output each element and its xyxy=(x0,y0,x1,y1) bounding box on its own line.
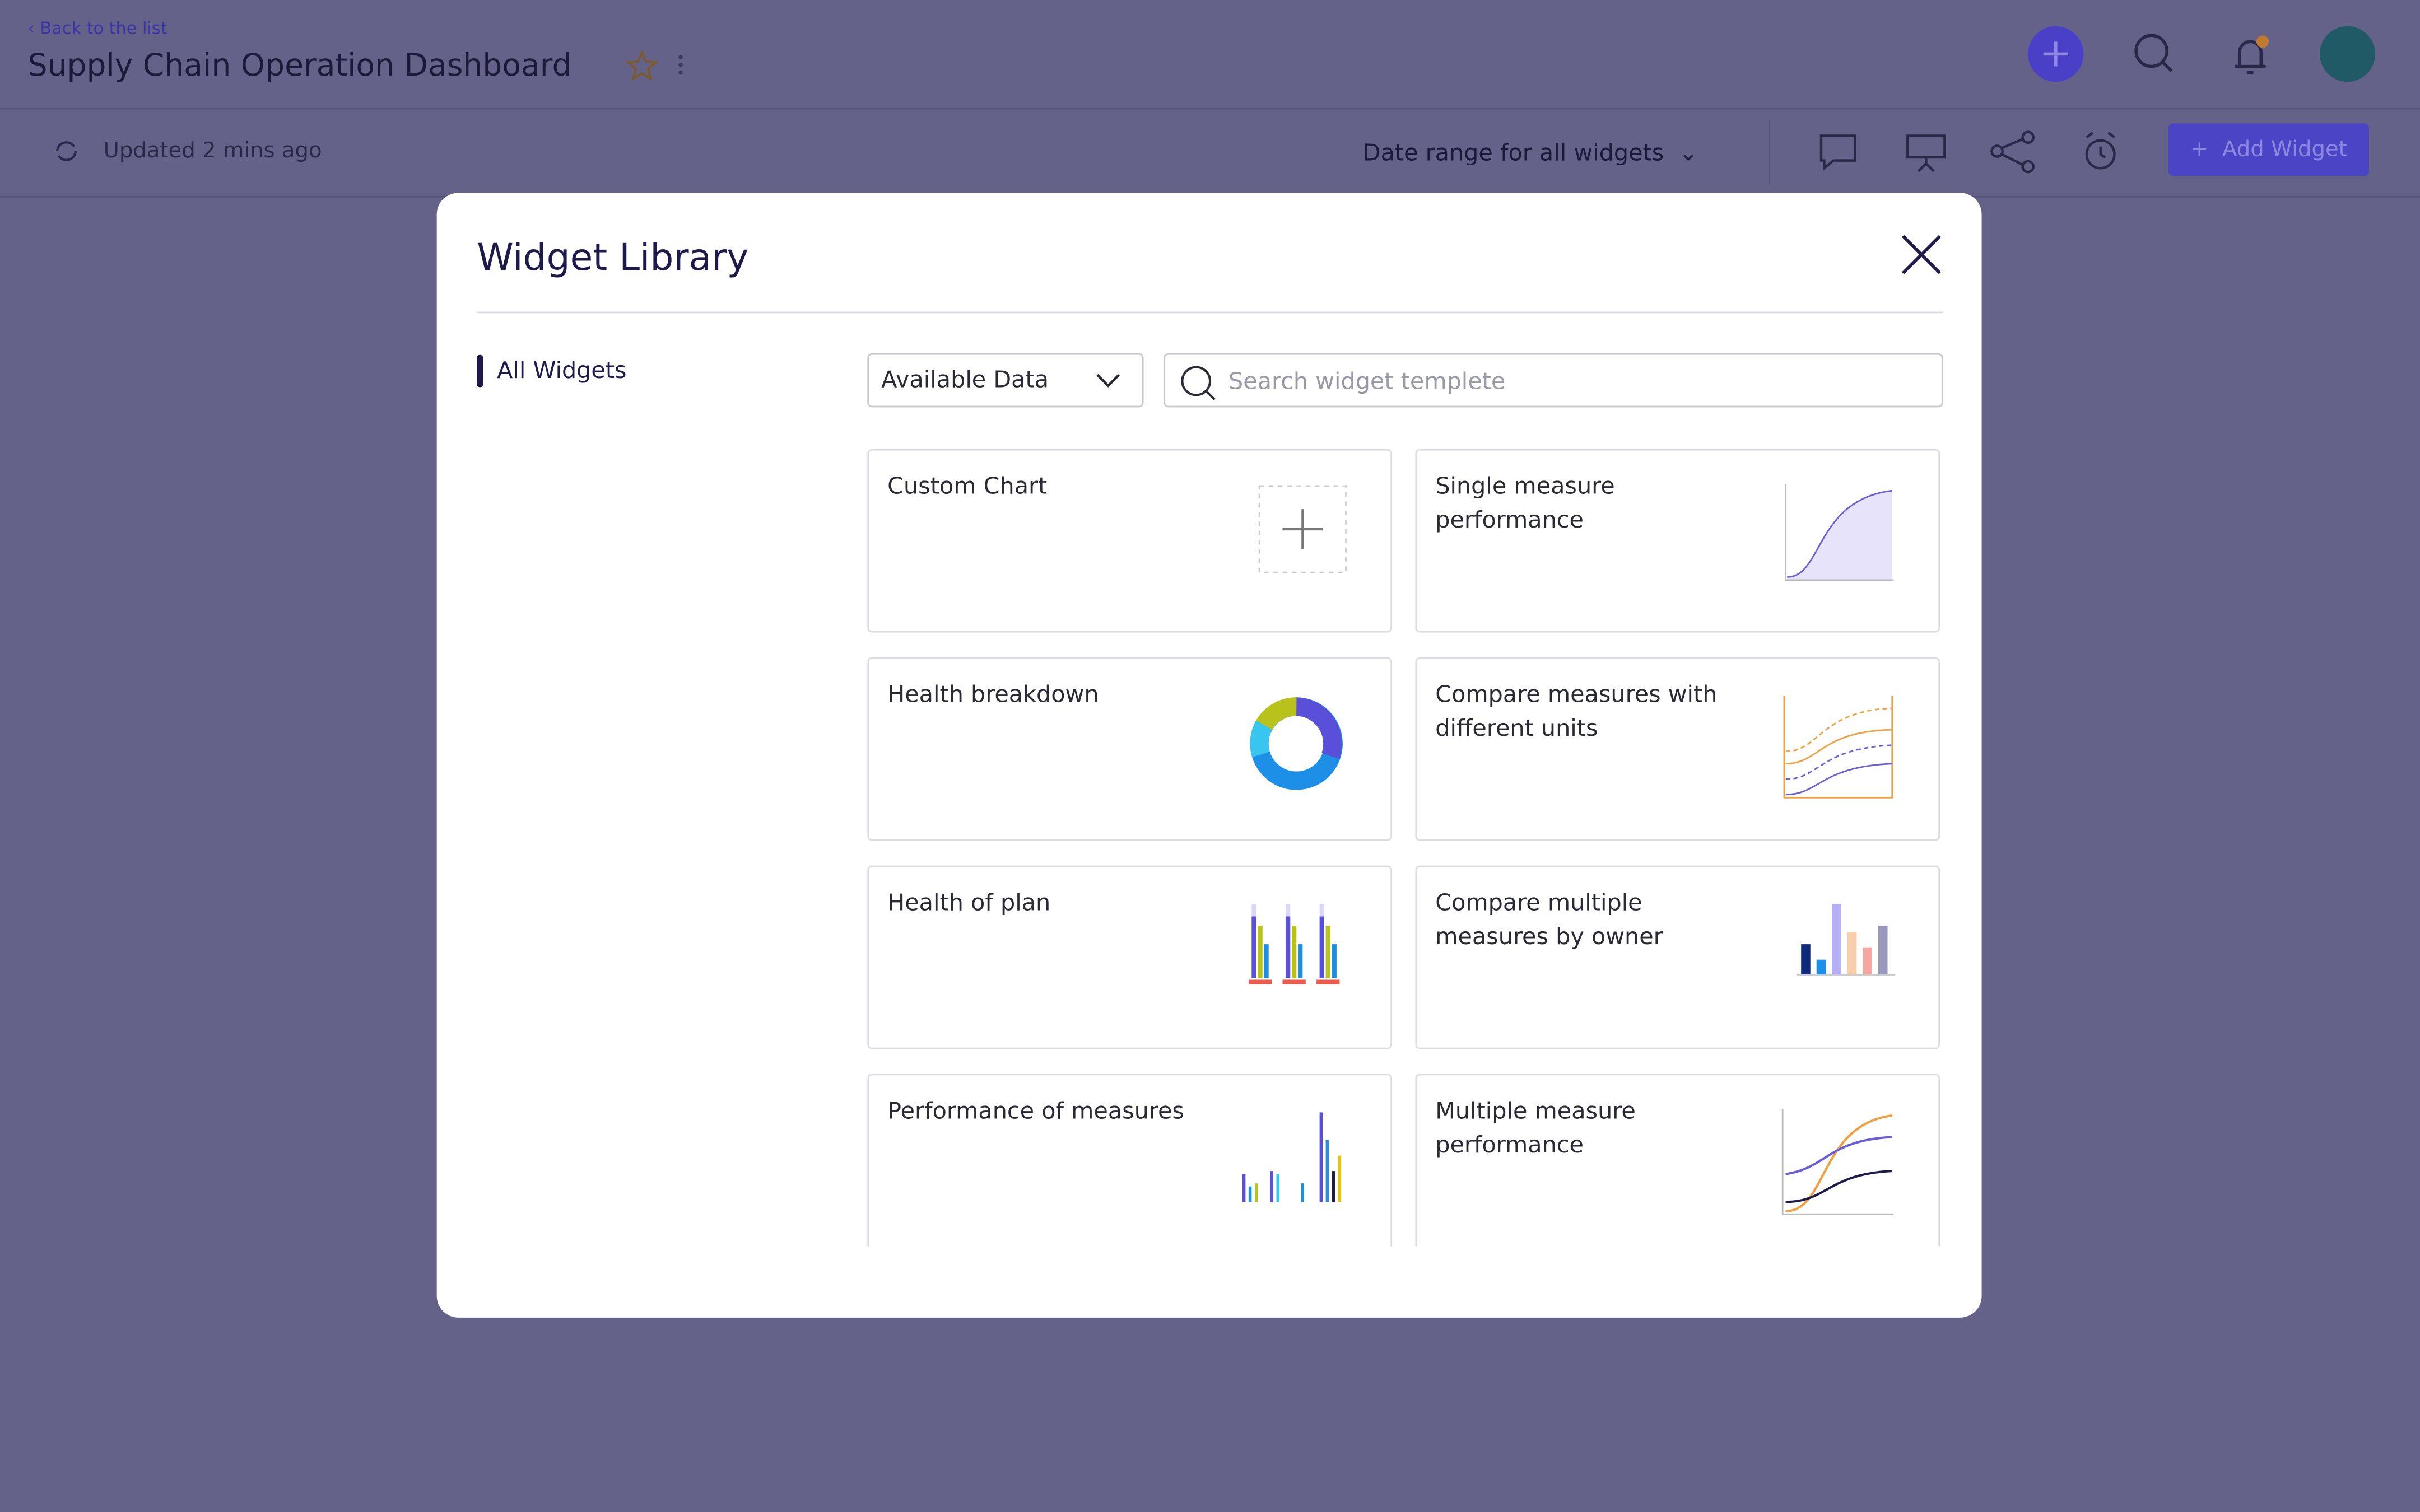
search-box[interactable]: Search widget templete xyxy=(1164,353,1943,408)
widget-title: Health of plan xyxy=(887,888,1051,917)
toolbar: Updated 2 mins ago Date range for all wi… xyxy=(0,108,2420,198)
divider xyxy=(477,311,1943,314)
widget-thumbnail xyxy=(1258,485,1347,573)
date-range-text: Date range for all widgets xyxy=(1362,138,1664,167)
title-icons[interactable] xyxy=(625,49,696,83)
widget-title: Health breakdown xyxy=(887,680,1099,708)
toolbar-icons[interactable] xyxy=(1815,129,2139,176)
widget-card[interactable]: Performance of measures xyxy=(867,1074,1393,1247)
back-link[interactable]: ‹ Back to the list xyxy=(27,18,167,39)
widget-grid: Custom Chart Single measure performance He… xyxy=(867,449,1948,1247)
widget-title: Multiple measure performance xyxy=(1435,1096,1636,1159)
widget-title: Compare measures with different units xyxy=(1435,680,1718,743)
updated-text: Updated 2 mins ago xyxy=(103,138,322,164)
header-actions[interactable] xyxy=(2022,23,2384,85)
filter-text: Available Data xyxy=(881,365,1049,394)
widget-thumbnail xyxy=(1242,1112,1342,1202)
refresh-icon[interactable] xyxy=(53,137,81,165)
widget-card[interactable]: Health breakdown xyxy=(867,657,1393,841)
widget-title: Performance of measures xyxy=(887,1096,1184,1125)
divider xyxy=(1769,120,1771,185)
widget-card[interactable]: Custom Chart xyxy=(867,449,1393,633)
widget-card[interactable]: Multiple measure performance xyxy=(1415,1074,1940,1247)
header: ‹ Back to the list Supply Chain Operatio… xyxy=(0,0,2420,110)
widget-thumbnail xyxy=(1250,697,1343,790)
widget-thumbnail xyxy=(1785,484,1894,581)
widget-card[interactable]: Single measure performance xyxy=(1415,449,1940,633)
back-link-text: Back to the list xyxy=(40,18,167,39)
widget-thumbnail xyxy=(1796,904,1896,976)
sidebar-indicator xyxy=(477,354,483,388)
modal-title: Widget Library xyxy=(477,236,749,279)
add-widget-button[interactable]: + Add Widget xyxy=(2168,123,2370,176)
widget-card[interactable]: Compare multiple measures by owner xyxy=(1415,865,1940,1049)
widget-thumbnail xyxy=(1783,696,1893,799)
filter-dropdown[interactable]: Available Data xyxy=(867,353,1144,408)
widget-title: Single measure performance xyxy=(1435,472,1615,534)
widget-title: Custom Chart xyxy=(887,472,1048,500)
add-widget-text: Add Widget xyxy=(2222,137,2347,162)
widget-thumbnail xyxy=(1781,1109,1894,1215)
search-placeholder: Search widget templete xyxy=(1228,367,1506,395)
widget-thumbnail xyxy=(1248,904,1340,984)
dashboard-title: Supply Chain Operation Dashboard xyxy=(27,46,572,83)
widget-card[interactable]: Health of plan xyxy=(867,865,1393,1049)
widget-library-modal: Widget Library All Widgets Available Dat… xyxy=(436,193,1982,1318)
close-button[interactable] xyxy=(1900,233,1943,276)
widget-card[interactable]: Compare measures with different units xyxy=(1415,657,1940,841)
sidebar-item[interactable]: All Widgets xyxy=(497,356,627,385)
widget-title: Compare multiple measures by owner xyxy=(1435,888,1663,951)
date-range[interactable]: Date range for all widgets ⌄ xyxy=(1362,138,1698,167)
